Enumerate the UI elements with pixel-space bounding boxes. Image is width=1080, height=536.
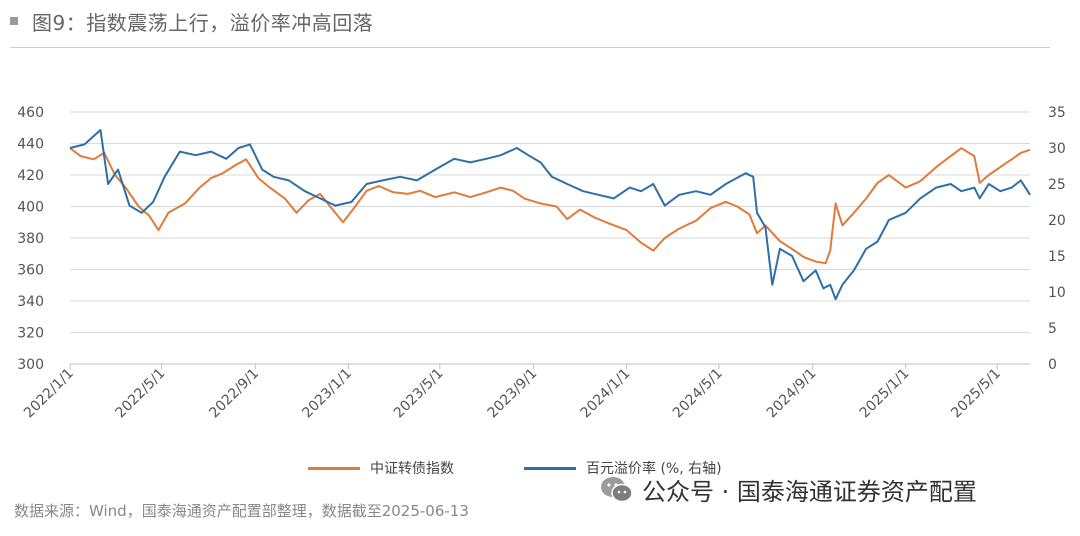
title-divider (10, 47, 1050, 48)
watermark-text: 公众号 · 国泰海通证券资产配置 (642, 478, 977, 506)
x-tick-label-2024/5/1: 2024/5/1 (670, 366, 726, 422)
y-left-tick-380: 380 (17, 231, 44, 247)
figure-title-bar: 图9：指数震荡上行，溢价率冲高回落 (10, 6, 373, 36)
legend-swatch-index (308, 466, 360, 470)
y-right-tick-20: 20 (1048, 213, 1066, 229)
wechat-icon (600, 475, 634, 505)
x-tick-label-2023/1/1: 2023/1/1 (299, 366, 355, 422)
legend-item-premium: 百元溢价率 (%, 右轴) (524, 458, 722, 478)
y-left-tick-300: 300 (17, 357, 44, 373)
series-line-0 (69, 147, 1031, 265)
y-left-tick-420: 420 (17, 168, 44, 184)
x-tick-label-2023/5/1: 2023/5/1 (391, 366, 447, 422)
y-left-tick-360: 360 (17, 263, 44, 279)
y-right-tick-15: 15 (1048, 249, 1066, 265)
legend-label-index: 中证转债指数 (370, 461, 454, 477)
legend-label-premium: 百元溢价率 (%, 右轴) (586, 461, 722, 477)
x-tick-label-2024/1/1: 2024/1/1 (578, 366, 634, 422)
title-marker (10, 17, 18, 25)
y-left-tick-400: 400 (17, 200, 44, 216)
y-left-tick-440: 440 (17, 137, 44, 153)
series-line-1 (69, 129, 1031, 301)
x-tick-label-2022/9/1: 2022/9/1 (206, 366, 262, 422)
x-tick-label-2024/9/1: 2024/9/1 (764, 366, 820, 422)
line-chart: 300 320 340 360 380 400 420 440 460 0 5 10 15 20 25 30 3… (17, 105, 1066, 422)
y-right-tick-30: 30 (1048, 141, 1066, 157)
figure-title: 图9：指数震荡上行，溢价率冲高回落 (32, 10, 374, 35)
x-tick-label-2025/1/1: 2025/1/1 (857, 366, 913, 422)
source-note: 数据来源：Wind，国泰海通资产配置部整理，数据截至2025-06-13 (14, 502, 469, 520)
watermark: 公众号 · 国泰海通证券资产配置 (600, 472, 977, 507)
y-left-tick-320: 320 (17, 326, 44, 342)
legend-item-index: 中证转债指数 (308, 458, 454, 478)
y-right-tick-5: 5 (1048, 321, 1057, 337)
y-right-tick-35: 35 (1048, 105, 1066, 121)
legend-swatch-premium (524, 466, 576, 470)
x-tick-label-2022/1/1: 2022/1/1 (21, 366, 77, 422)
y-right-tick-0: 0 (1048, 357, 1057, 373)
x-tick-label-2025/5/1: 2025/5/1 (948, 366, 1004, 422)
x-tick-label-2022/5/1: 2022/5/1 (113, 366, 169, 422)
x-tick-label-2023/9/1: 2023/9/1 (485, 366, 541, 422)
y-left-tick-460: 460 (17, 105, 44, 121)
y-right-tick-10: 10 (1048, 285, 1066, 301)
y-left-tick-340: 340 (17, 294, 44, 310)
y-right-tick-25: 25 (1048, 177, 1066, 193)
